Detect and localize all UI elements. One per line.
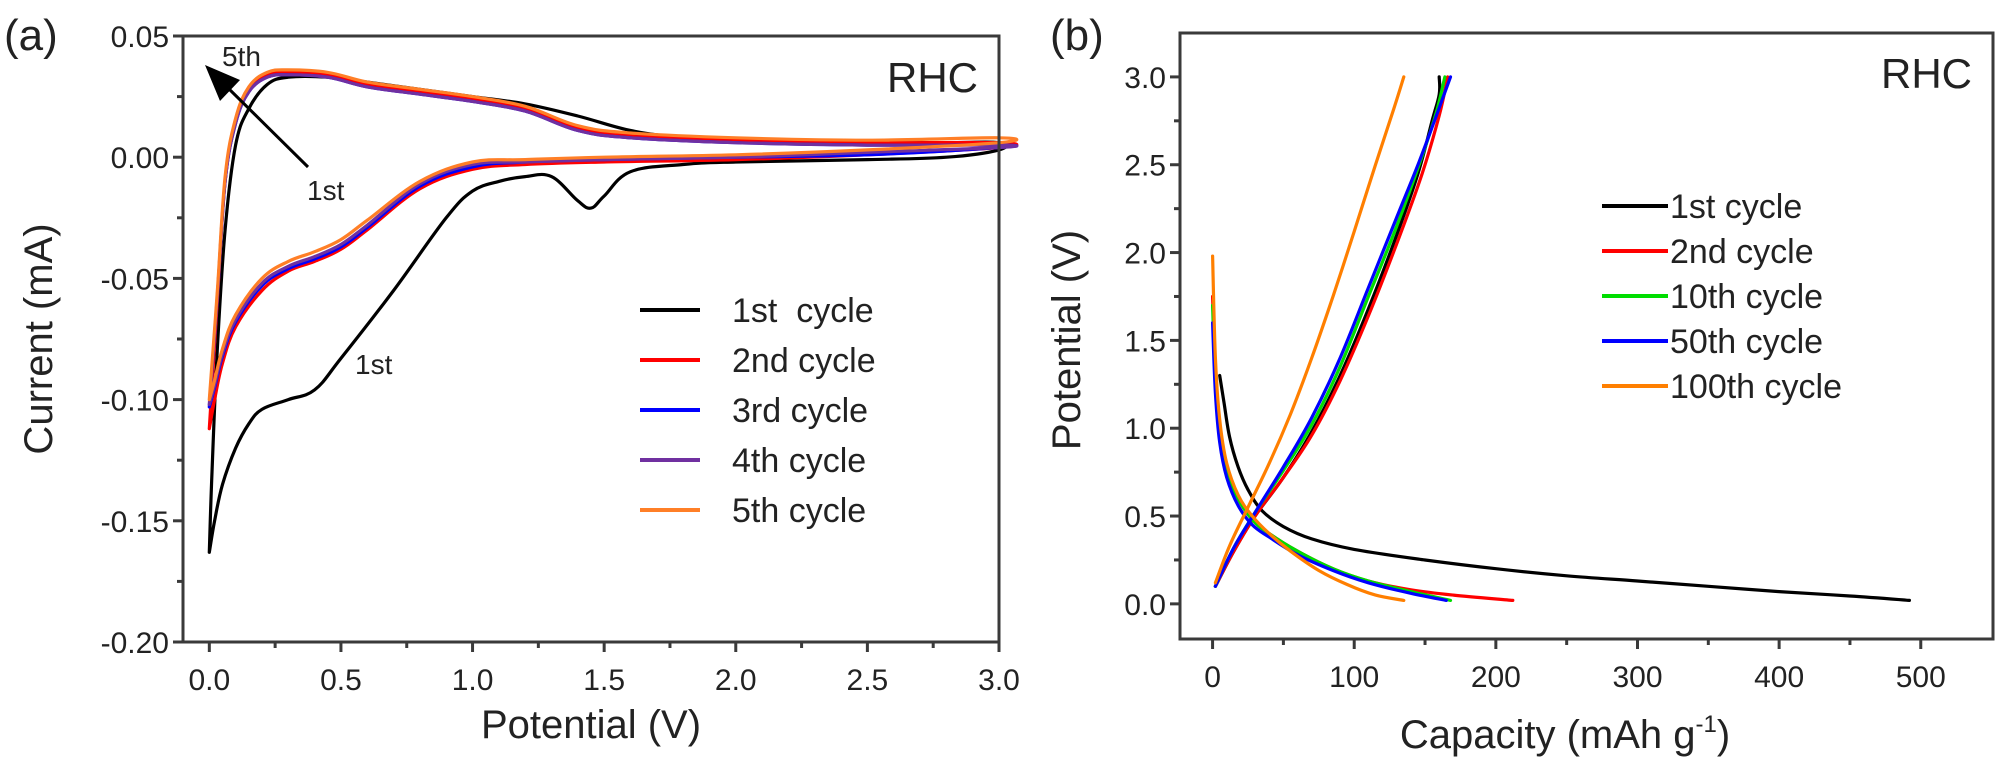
series-line-1st-cycle bbox=[207, 74, 1008, 554]
legend-label-50th-cycle: 50th cycle bbox=[1670, 323, 1823, 361]
series-charge-50th-cycle bbox=[1213, 75, 1453, 588]
series-line-4th-cycle bbox=[207, 73, 1019, 406]
legend-label-1st-cycle: 1st cycle bbox=[1670, 188, 1802, 226]
curve-label-1st: 1st bbox=[355, 349, 393, 380]
panel-b-curves bbox=[1211, 75, 1911, 602]
series-discharge-10th-cycle bbox=[1211, 303, 1453, 602]
y-tick-label: 1.0 bbox=[1124, 413, 1166, 446]
y-tick-label: 0.0 bbox=[1124, 589, 1166, 622]
legend-label-1st-cycle: 1st cycle bbox=[732, 292, 874, 330]
y-tick-label: 0.5 bbox=[1124, 501, 1166, 534]
panel-b-y-axis-label: Potential (V) bbox=[1045, 230, 1089, 450]
legend-label-10th-cycle: 10th cycle bbox=[1670, 278, 1823, 316]
y-tick-label: 1.5 bbox=[1124, 325, 1166, 358]
y-tick-label: -0.20 bbox=[101, 627, 169, 660]
legend-label-2nd-cycle: 2nd cycle bbox=[1670, 233, 1814, 271]
series-line-5th-cycle bbox=[207, 68, 1019, 402]
y-tick-label: -0.10 bbox=[101, 385, 169, 418]
panel-a-axes-frame bbox=[181, 34, 1001, 644]
panel-a-label: (a) bbox=[4, 11, 58, 60]
panel-b-axes-frame bbox=[1178, 31, 1995, 641]
legend-label-2nd-cycle: 2nd cycle bbox=[732, 342, 876, 380]
x-tick-label: 0.5 bbox=[320, 664, 362, 697]
x-tick-label: 100 bbox=[1329, 661, 1379, 694]
panel-b: (b) 0 100 200 300 400 500 0.0 0.5 1.0 1.5 2.0 2.5 3… bbox=[1045, 11, 1995, 757]
series-discharge-100th-cycle bbox=[1211, 254, 1406, 602]
x-tick-label: 400 bbox=[1754, 661, 1804, 694]
y-tick-label: 3.0 bbox=[1124, 62, 1166, 95]
panel-a-y-axis-label: Current (mA) bbox=[17, 223, 61, 454]
panel-a-x-axis-label: Potential (V) bbox=[481, 703, 701, 747]
x-tick-label: 0.0 bbox=[188, 664, 230, 697]
series-discharge-50th-cycle bbox=[1211, 321, 1448, 602]
x-tick-label: 500 bbox=[1896, 661, 1946, 694]
cycle-arrow-line bbox=[224, 84, 310, 169]
x-tick-label: 2.0 bbox=[715, 664, 757, 697]
panel-a-x-ticks: 0.0 0.5 1.0 1.5 2.0 2.5 3.0 bbox=[188, 642, 1020, 697]
series-charge-100th-cycle bbox=[1213, 75, 1406, 585]
y-tick-label: -0.15 bbox=[101, 506, 169, 539]
x-tick-label: 1.0 bbox=[452, 664, 494, 697]
panel-b-x-axis-label: Capacity (mAh g-1) bbox=[1400, 711, 1730, 757]
legend-label-100th-cycle: 100th cycle bbox=[1670, 368, 1842, 406]
panel-b-legend: 1st cycle 2nd cycle 10th cycle 50th cycle 10… bbox=[1602, 188, 1842, 406]
panel-b-x-axis-label-end: ) bbox=[1717, 713, 1730, 757]
legend-label-3rd-cycle: 3rd cycle bbox=[732, 392, 868, 430]
panel-a: (a) 0.0 0.5 1.0 1.5 2.0 2.5 3.0 0.05 0.00 -0.05 -… bbox=[4, 11, 1020, 747]
y-tick-label: 2.0 bbox=[1124, 238, 1166, 271]
series-discharge-2nd-cycle bbox=[1211, 294, 1515, 602]
y-tick-label: 2.5 bbox=[1124, 150, 1166, 183]
panel-b-y-ticks: 0.0 0.5 1.0 1.5 2.0 2.5 3.0 bbox=[1124, 62, 1180, 622]
series-charge-2nd-cycle bbox=[1213, 75, 1450, 588]
panel-a-sample-annotation: RHC bbox=[887, 54, 978, 101]
x-tick-label: 300 bbox=[1612, 661, 1662, 694]
x-tick-label: 200 bbox=[1471, 661, 1521, 694]
x-tick-label: 2.5 bbox=[847, 664, 889, 697]
cycle-arrow-head-icon bbox=[205, 65, 240, 101]
arrow-label-1st: 1st bbox=[307, 175, 345, 206]
legend-label-5th-cycle: 5th cycle bbox=[732, 492, 866, 530]
x-tick-label: 0 bbox=[1204, 661, 1221, 694]
y-tick-label: -0.05 bbox=[101, 263, 169, 296]
y-tick-label: 0.00 bbox=[111, 142, 169, 175]
panel-b-x-axis-label-superscript: -1 bbox=[1696, 711, 1717, 738]
legend-label-4th-cycle: 4th cycle bbox=[732, 442, 866, 480]
panel-b-label: (b) bbox=[1050, 11, 1104, 60]
series-discharge-1st-cycle bbox=[1218, 373, 1911, 602]
series-charge-10th-cycle bbox=[1213, 75, 1447, 588]
x-tick-label: 3.0 bbox=[978, 664, 1020, 697]
x-tick-label: 1.5 bbox=[583, 664, 625, 697]
panel-a-y-ticks: 0.05 0.00 -0.05 -0.10 -0.15 -0.20 bbox=[101, 21, 183, 660]
arrow-label-5th: 5th bbox=[222, 41, 261, 72]
panel-b-x-ticks: 0 100 200 300 400 500 bbox=[1204, 639, 1946, 694]
panel-b-sample-annotation: RHC bbox=[1881, 50, 1972, 97]
panel-a-legend: 1st cycle 2nd cycle 3rd cycle 4th cycle 5th … bbox=[640, 292, 876, 530]
panel-a-curves bbox=[207, 68, 1019, 554]
panel-b-x-axis-label-main: Capacity (mAh g bbox=[1400, 713, 1696, 757]
y-tick-label: 0.05 bbox=[111, 21, 169, 54]
